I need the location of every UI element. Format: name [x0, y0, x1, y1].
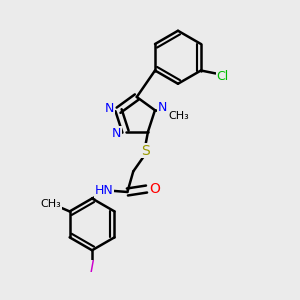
- Text: N: N: [112, 127, 122, 140]
- Text: O: O: [149, 182, 160, 196]
- Text: N: N: [158, 101, 167, 114]
- Text: N: N: [105, 102, 114, 115]
- Text: HN: HN: [94, 184, 113, 197]
- Text: S: S: [141, 144, 149, 158]
- Text: CH₃: CH₃: [168, 110, 189, 121]
- Text: Cl: Cl: [216, 70, 229, 83]
- Text: CH₃: CH₃: [41, 199, 62, 209]
- Text: I: I: [90, 260, 94, 275]
